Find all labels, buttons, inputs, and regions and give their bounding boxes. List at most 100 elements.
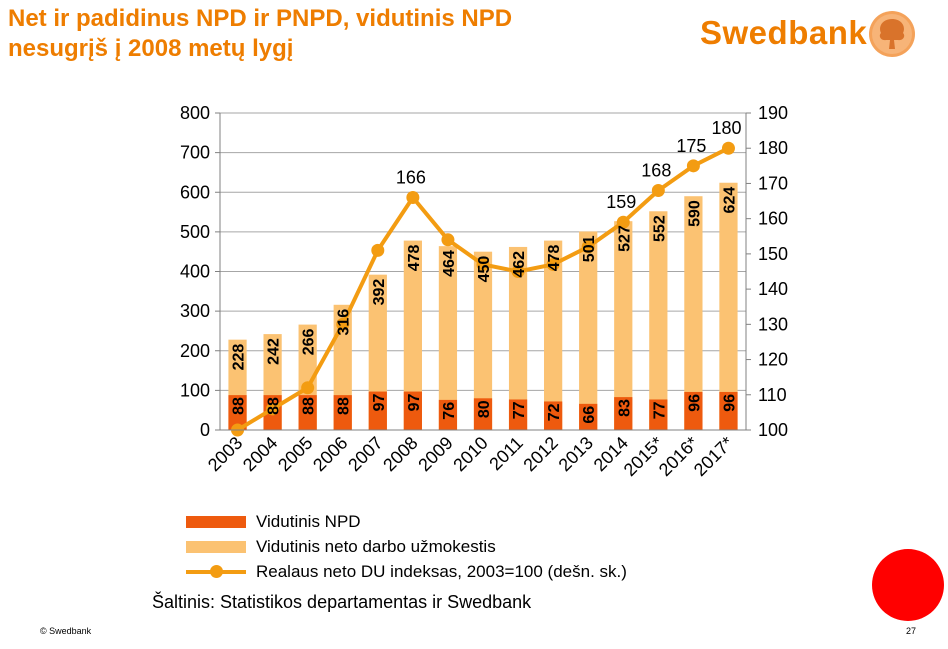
x-tick-label: 2004 bbox=[239, 433, 281, 475]
npd-bar bbox=[684, 391, 703, 430]
x-tick-label: 2011 bbox=[485, 433, 527, 475]
swedbank-oak-logo-icon bbox=[869, 11, 915, 57]
wage-value-label: 478 bbox=[406, 244, 423, 271]
npd-value-label: 77 bbox=[651, 401, 668, 419]
npd-value-label: 97 bbox=[371, 393, 388, 411]
wage-bar bbox=[473, 251, 493, 430]
wage-value-label: 316 bbox=[336, 309, 353, 336]
legend-label-npd: Vidutinis NPD bbox=[256, 512, 361, 531]
wage-value-label: 464 bbox=[441, 250, 458, 277]
wage-bar bbox=[614, 221, 633, 430]
legend-label-index: Realaus neto DU indeksas, 2003=100 (dešn… bbox=[256, 562, 627, 581]
right-tick-label: 180 bbox=[758, 138, 788, 158]
x-tick-label: 2010 bbox=[449, 433, 491, 475]
right-tick-label: 140 bbox=[758, 279, 788, 299]
wage-value-label: 527 bbox=[616, 225, 633, 252]
npd-value-label: 66 bbox=[581, 406, 598, 424]
wage-bar bbox=[508, 246, 528, 430]
index-value-label: 159 bbox=[606, 192, 636, 212]
right-tick-label: 110 bbox=[758, 385, 787, 405]
x-tick-label: 2008 bbox=[379, 433, 421, 475]
right-tick-label: 160 bbox=[758, 209, 788, 229]
wage-value-label: 228 bbox=[231, 344, 248, 371]
index-marker bbox=[651, 183, 665, 197]
x-tick-label: 2009 bbox=[414, 433, 456, 475]
wage-bar bbox=[403, 240, 422, 430]
right-tick-label: 120 bbox=[758, 350, 788, 370]
brand-name: Swedbank bbox=[700, 14, 868, 51]
index-value-label: 180 bbox=[711, 118, 741, 138]
npd-bar bbox=[368, 391, 387, 430]
npd-bar bbox=[719, 391, 738, 430]
npd-value-label: 88 bbox=[231, 397, 248, 415]
right-tick-label: 130 bbox=[758, 314, 788, 334]
x-tick-label: 2017* bbox=[690, 433, 737, 480]
wage-bar bbox=[719, 182, 738, 430]
index-marker bbox=[511, 265, 525, 278]
left-tick-label: 600 bbox=[180, 182, 210, 202]
wage-value-label: 552 bbox=[651, 215, 668, 242]
index-marker bbox=[301, 381, 315, 395]
wage-bar bbox=[579, 231, 598, 430]
index-value-label: 166 bbox=[396, 168, 426, 188]
wage-bar bbox=[438, 246, 458, 430]
npd-value-label: 76 bbox=[441, 402, 458, 420]
x-tick-label: 2013 bbox=[555, 433, 597, 475]
wage-bar bbox=[368, 274, 387, 430]
wage-value-label: 392 bbox=[371, 279, 388, 306]
npd-value-label: 96 bbox=[686, 394, 703, 412]
x-tick-label: 2005 bbox=[274, 433, 316, 475]
npd-bar bbox=[544, 401, 563, 430]
npd-bar bbox=[473, 398, 493, 430]
npd-value-label: 88 bbox=[301, 397, 318, 415]
slide-title-line-2: nesugrįš į 2008 metų lygį bbox=[8, 35, 294, 62]
left-tick-label: 0 bbox=[200, 420, 210, 440]
index-marker bbox=[336, 317, 350, 331]
left-tick-label: 400 bbox=[180, 262, 210, 282]
wage-value-label: 450 bbox=[476, 256, 493, 283]
wage-value-label: 462 bbox=[511, 251, 528, 278]
index-marker bbox=[266, 402, 280, 416]
npd-bar bbox=[298, 395, 317, 430]
wage-bar bbox=[544, 240, 563, 430]
index-marker bbox=[406, 191, 420, 205]
index-marker bbox=[546, 257, 560, 271]
red-dot-marker bbox=[872, 549, 944, 621]
wage-value-label: 242 bbox=[266, 338, 283, 365]
slide-title-line-1: Net ir padidinus NPD ir PNPD, vidutinis … bbox=[8, 5, 513, 32]
left-tick-label: 800 bbox=[180, 103, 210, 123]
npd-bar bbox=[508, 399, 528, 430]
wage-value-label: 478 bbox=[546, 244, 563, 271]
x-tick-label: 2006 bbox=[309, 433, 351, 475]
index-marker bbox=[581, 240, 595, 254]
left-tick-label: 700 bbox=[180, 143, 210, 163]
npd-value-label: 77 bbox=[511, 401, 528, 419]
left-tick-label: 100 bbox=[180, 380, 210, 400]
wage-value-label: 266 bbox=[301, 329, 318, 356]
source-note: Šaltinis: Statistikos departamentas ir S… bbox=[152, 592, 532, 612]
index-value-label: 168 bbox=[641, 160, 671, 180]
wage-value-label: 624 bbox=[721, 187, 738, 214]
left-tick-label: 300 bbox=[180, 301, 210, 321]
right-tick-label: 150 bbox=[758, 244, 788, 264]
x-tick-label: 2015* bbox=[620, 433, 667, 480]
footer-page-number: 27 bbox=[906, 626, 917, 636]
npd-bar bbox=[438, 399, 458, 430]
wage-bar bbox=[684, 196, 703, 430]
x-tick-label: 2003 bbox=[204, 433, 246, 475]
legend-label-wage: Vidutinis neto darbo užmokestis bbox=[256, 537, 496, 556]
npd-bar bbox=[403, 391, 422, 430]
index-marker bbox=[441, 233, 455, 247]
npd-bar bbox=[614, 397, 633, 430]
x-tick-label: 2012 bbox=[520, 433, 562, 475]
right-tick-label: 100 bbox=[758, 420, 788, 440]
npd-bar bbox=[579, 403, 598, 430]
wage-value-label: 501 bbox=[581, 235, 598, 262]
index-value-label: 175 bbox=[676, 136, 706, 156]
footer-copyright: © Swedbank bbox=[40, 626, 92, 636]
right-tick-label: 190 bbox=[758, 103, 788, 123]
slide-title: Net ir padidinus NPD ir PNPD, vidutinis … bbox=[8, 4, 648, 64]
index-marker bbox=[721, 141, 735, 155]
npd-bar bbox=[228, 395, 247, 430]
